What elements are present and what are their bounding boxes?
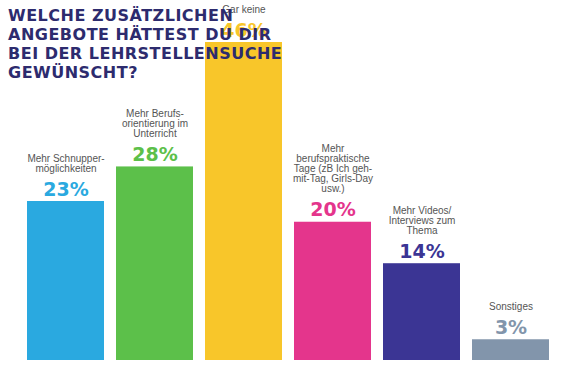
svg-text:Mehr Videos/Interviews zumThem: Mehr Videos/Interviews zumThema: [389, 205, 456, 236]
svg-text:Sonstiges: Sonstiges: [489, 301, 533, 312]
svg-text:MehrberufspraktischeTage (zB I: MehrberufspraktischeTage (zB Ich geh-mit…: [293, 143, 373, 194]
svg-text:20%: 20%: [310, 198, 355, 220]
svg-text:28%: 28%: [132, 143, 177, 165]
svg-text:Mehr Berufs-orientierung imUnt: Mehr Berufs-orientierung imUnterricht: [122, 108, 188, 139]
svg-text:Mehr Schnupper-möglichkeiten: Mehr Schnupper-möglichkeiten: [27, 153, 104, 174]
svg-text:23%: 23%: [43, 178, 88, 200]
svg-text:3%: 3%: [495, 316, 527, 338]
svg-text:14%: 14%: [399, 240, 444, 262]
svg-text:Gar keine: Gar keine: [222, 4, 266, 15]
svg-text:46%: 46%: [221, 19, 266, 41]
